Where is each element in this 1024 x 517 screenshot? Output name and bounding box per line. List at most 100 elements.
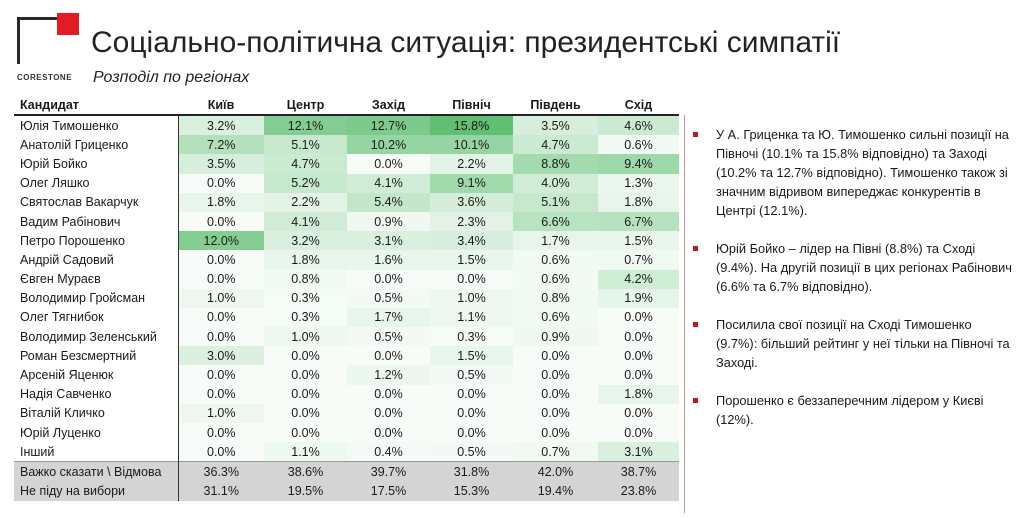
logo-frame-shape — [17, 17, 64, 64]
summary-value-cell: 36.3% — [178, 461, 264, 482]
insight-item: Порошенко є беззаперечним лідером у Києв… — [691, 391, 1016, 429]
value-cell: 0.3% — [264, 307, 347, 328]
value-cell: 0.0% — [347, 384, 430, 404]
value-cell: 0.0% — [513, 403, 598, 423]
value-cell: 0.0% — [178, 384, 264, 404]
value-cell: 0.0% — [178, 269, 264, 289]
value-cell: 3.2% — [178, 115, 264, 136]
value-cell: 0.0% — [598, 346, 679, 366]
value-cell: 0.6% — [513, 269, 598, 289]
value-cell: 4.7% — [264, 154, 347, 174]
table-row: Володимир Гройсман 1.0% 0.3% 0.5% 1.0% 0.8% 1.… — [14, 288, 679, 308]
value-cell: 0.7% — [513, 442, 598, 462]
value-cell: 4.1% — [347, 173, 430, 193]
insight-item: Посилила свої позиції на Сході Тимошенко… — [691, 315, 1016, 372]
value-cell: 12.0% — [178, 231, 264, 251]
table-row: Юрій Бойко 3.5% 4.7% 0.0% 2.2% 8.8% 9.4% — [14, 154, 679, 174]
value-cell: 5.2% — [264, 173, 347, 193]
column-header-region: Південь — [513, 95, 598, 116]
value-cell: 5.1% — [513, 192, 598, 212]
bullet-square-icon — [693, 322, 698, 327]
insight-text: Посилила свої позиції на Сході Тимошенко… — [716, 317, 1010, 370]
value-cell: 0.6% — [513, 307, 598, 328]
table-row: Віталій Кличко 1.0% 0.0% 0.0% 0.0% 0.0% 0.0% — [14, 403, 679, 423]
value-cell: 0.0% — [513, 384, 598, 404]
candidate-name: Юрій Бойко — [14, 154, 179, 174]
table-body: Юлія Тимошенко 3.2% 12.1% 12.7% 15.8% 3.5% 4.6… — [14, 115, 679, 501]
value-cell: 0.4% — [347, 442, 430, 462]
candidate-name: Вадим Рабінович — [14, 211, 179, 232]
summary-value-cell: 42.0% — [513, 461, 598, 482]
candidate-name: Юлія Тимошенко — [14, 115, 179, 136]
value-cell: 0.9% — [513, 327, 598, 347]
candidate-name: Юрій Луценко — [14, 423, 179, 443]
value-cell: 3.4% — [430, 231, 513, 251]
insight-text: Порошенко є беззаперечним лідером у Києв… — [716, 393, 984, 427]
value-cell: 1.0% — [430, 288, 513, 308]
candidate-name: Володимир Гройсман — [14, 288, 179, 308]
logo-red-square — [57, 13, 79, 35]
candidate-name: Олег Тягнибок — [14, 307, 179, 328]
value-cell: 0.5% — [430, 365, 513, 385]
value-cell: 0.0% — [598, 365, 679, 385]
summary-label: Важко сказати \ Відмова — [14, 461, 179, 482]
summary-value-cell: 15.3% — [430, 481, 513, 501]
value-cell: 1.2% — [347, 365, 430, 385]
table-row: Вадим Рабінович 0.0% 4.1% 0.9% 2.3% 6.6% 6.7% — [14, 211, 679, 232]
value-cell: 1.6% — [347, 250, 430, 270]
summary-value-cell: 38.6% — [264, 461, 347, 482]
bullet-square-icon — [693, 398, 698, 403]
value-cell: 0.0% — [347, 154, 430, 174]
value-cell: 0.0% — [430, 423, 513, 443]
value-cell: 1.7% — [513, 231, 598, 251]
value-cell: 0.0% — [513, 423, 598, 443]
table-row: Анатолій Гриценко 7.2% 5.1% 10.2% 10.1% 4.7% 0… — [14, 135, 679, 155]
value-cell: 3.1% — [347, 231, 430, 251]
value-cell: 0.8% — [264, 269, 347, 289]
value-cell: 4.6% — [598, 115, 679, 136]
value-cell: 1.1% — [430, 307, 513, 328]
summary-value-cell: 19.4% — [513, 481, 598, 501]
value-cell: 0.8% — [513, 288, 598, 308]
bullet-square-icon — [693, 246, 698, 251]
value-cell: 0.0% — [178, 365, 264, 385]
value-cell: 2.2% — [430, 154, 513, 174]
value-cell: 1.5% — [430, 346, 513, 366]
table-row: Святослав Вакарчук 1.8% 2.2% 5.4% 3.6% 5.1% 1.… — [14, 192, 679, 212]
value-cell: 1.0% — [264, 327, 347, 347]
candidate-name: Олег Ляшко — [14, 173, 179, 193]
value-cell: 0.0% — [513, 346, 598, 366]
value-cell: 2.3% — [430, 211, 513, 232]
value-cell: 0.0% — [264, 384, 347, 404]
table-row: Андрій Садовий 0.0% 1.8% 1.6% 1.5% 0.6% 0.7% — [14, 250, 679, 270]
table-row: Інший 0.0% 1.1% 0.4% 0.5% 0.7% 3.1% — [14, 442, 679, 462]
value-cell: 0.0% — [347, 423, 430, 443]
page-subtitle: Розподіл по регіонах — [93, 69, 250, 86]
value-cell: 0.0% — [513, 365, 598, 385]
column-header-region: Центр — [264, 95, 347, 116]
value-cell: 1.5% — [598, 231, 679, 251]
value-cell: 4.1% — [264, 211, 347, 232]
value-cell: 6.6% — [513, 211, 598, 232]
insights-list: У А. Гриценка та Ю. Тимошенко сильні поз… — [691, 125, 1016, 448]
value-cell: 0.6% — [598, 135, 679, 155]
summary-value-cell: 31.8% — [430, 461, 513, 482]
value-cell: 1.7% — [347, 307, 430, 328]
column-header-region: Північ — [430, 95, 513, 116]
value-cell: 0.0% — [430, 403, 513, 423]
value-cell: 0.0% — [178, 442, 264, 462]
candidate-name: Андрій Садовий — [14, 250, 179, 270]
value-cell: 0.0% — [178, 173, 264, 193]
summary-row: Важко сказати \ Відмова 36.3% 38.6% 39.7% 31… — [14, 461, 679, 482]
value-cell: 9.1% — [430, 173, 513, 193]
value-cell: 2.2% — [264, 192, 347, 212]
value-cell: 0.0% — [178, 307, 264, 328]
value-cell: 0.7% — [598, 250, 679, 270]
value-cell: 0.0% — [347, 346, 430, 366]
value-cell: 12.7% — [347, 115, 430, 136]
logo-text: CORESTONE — [17, 73, 73, 82]
value-cell: 1.1% — [264, 442, 347, 462]
value-cell: 0.0% — [264, 365, 347, 385]
value-cell: 0.0% — [598, 327, 679, 347]
value-cell: 3.2% — [264, 231, 347, 251]
